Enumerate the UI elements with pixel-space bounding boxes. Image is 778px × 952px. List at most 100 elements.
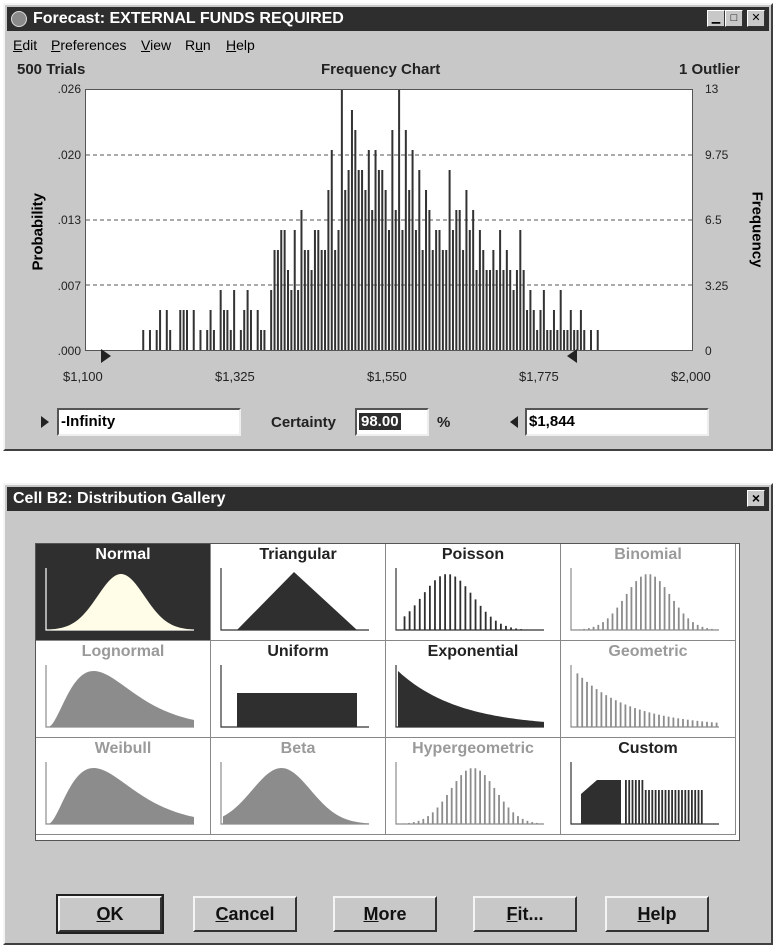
distribution-binomial[interactable]: Binomial — [561, 544, 736, 641]
frequency-bar — [276, 250, 279, 350]
distribution-bar — [701, 721, 704, 727]
distribution-bar — [489, 616, 492, 630]
distribution-bar — [662, 715, 665, 727]
close-icon[interactable]: ✕ — [747, 10, 765, 27]
distribution-bar — [428, 585, 431, 630]
distribution-shape — [48, 574, 194, 630]
app-icon[interactable] — [11, 11, 27, 27]
frequency-bar — [287, 270, 289, 350]
frequency-bar — [283, 230, 286, 350]
frequency-bar — [223, 310, 226, 350]
chart-title: Frequency Chart — [321, 61, 441, 78]
distribution-bar — [691, 790, 693, 824]
frequency-bar — [239, 330, 242, 350]
distribution-shape — [237, 572, 357, 630]
fit-button[interactable]: Fit... — [473, 896, 577, 932]
distribution-bar — [649, 574, 652, 630]
distribution-label: Binomial — [614, 546, 682, 563]
distribution-bar — [715, 722, 718, 727]
menu-help[interactable]: Help — [226, 37, 255, 53]
distribution-beta[interactable]: Beta — [211, 738, 386, 835]
help-button[interactable]: Help — [605, 896, 709, 932]
frequency-bar — [229, 330, 232, 350]
frequency-bar — [344, 190, 347, 350]
distribution-weibull[interactable]: Weibull — [36, 738, 211, 835]
distribution-geometric[interactable]: Geometric — [561, 641, 736, 738]
distribution-exponential[interactable]: Exponential — [386, 641, 561, 738]
distribution-bar — [450, 787, 453, 824]
distribution-label: Normal — [95, 546, 151, 563]
ok-button[interactable]: OK — [56, 894, 164, 934]
distribution-bar — [694, 790, 697, 824]
frequency-bar — [169, 330, 172, 350]
distribution-bar — [507, 807, 510, 824]
more-button[interactable]: More — [333, 896, 437, 932]
frequency-bar — [590, 330, 592, 350]
menu-preferences[interactable]: Preferences — [51, 37, 127, 53]
distribution-bar — [502, 801, 505, 824]
right-grabber-icon[interactable] — [567, 349, 577, 363]
gallery-titlebar[interactable]: Cell B2: Distribution Gallery × — [7, 487, 769, 511]
distribution-shape — [237, 693, 357, 727]
weibull-distribution-icon — [45, 762, 194, 825]
menu-edit[interactable]: Edit — [13, 37, 38, 53]
frequency-bar — [159, 310, 162, 350]
distribution-poisson[interactable]: Poisson — [386, 544, 561, 641]
distribution-lognormal[interactable]: Lognormal — [36, 641, 211, 738]
frequency-bar — [330, 150, 333, 350]
certainty-label: Certainty — [271, 414, 337, 431]
frequency-bar — [515, 270, 518, 350]
menu-view[interactable]: View — [141, 37, 172, 53]
menu-run[interactable]: Run — [185, 37, 211, 53]
minimize-icon[interactable]: ▁ — [707, 10, 725, 27]
right-range-input[interactable]: $1,844 — [525, 408, 709, 436]
distribution-bar — [498, 794, 500, 824]
frequency-bar — [297, 290, 300, 350]
distribution-bar — [658, 581, 661, 630]
forecast-titlebar[interactable]: Forecast: EXTERNAL FUNDS REQUIRED ▁ □ ✕ — [7, 7, 769, 31]
frequency-bar — [435, 230, 438, 350]
distribution-bar — [427, 816, 429, 824]
frequency-bar — [475, 270, 478, 350]
distribution-bar — [648, 790, 650, 824]
frequency-bar — [320, 250, 323, 350]
frequency-bar — [371, 210, 374, 350]
distribution-bar — [687, 618, 690, 630]
distribution-bar — [648, 712, 651, 727]
distribution-bar — [682, 719, 684, 727]
triangular-distribution-icon — [220, 568, 369, 631]
chart-canvas — [86, 90, 692, 350]
distribution-bar — [592, 626, 595, 630]
frequency-tick-label: 3.25 — [705, 278, 729, 293]
distribution-triangular[interactable]: Triangular — [211, 544, 386, 641]
custom-distribution-icon — [570, 762, 719, 825]
distribution-label: Poisson — [441, 546, 505, 563]
distribution-bar — [667, 790, 670, 824]
left-grabber-icon[interactable] — [101, 349, 111, 363]
frequency-bar — [364, 190, 367, 350]
distribution-bar — [668, 593, 671, 630]
distribution-bar — [483, 775, 486, 824]
distribution-custom[interactable]: Custom — [561, 738, 736, 835]
distribution-uniform[interactable]: Uniform — [211, 641, 386, 738]
frequency-bar — [361, 170, 364, 350]
maximize-icon[interactable]: □ — [725, 10, 743, 27]
distribution-bar — [621, 600, 623, 630]
distribution-bar — [635, 581, 638, 630]
left-range-input[interactable]: -Infinity — [57, 408, 241, 436]
frequency-bar — [404, 130, 407, 350]
frequency-bar — [307, 250, 310, 350]
cancel-button[interactable]: Cancel — [193, 896, 297, 932]
distribution-bar — [540, 823, 543, 824]
frequency-bar — [418, 170, 421, 350]
close-icon[interactable]: × — [747, 490, 765, 507]
frequency-chart[interactable] — [85, 89, 693, 351]
frequency-bar — [549, 330, 552, 350]
certainty-input[interactable]: 98.00 — [355, 408, 429, 436]
distribution-bar — [701, 626, 704, 630]
frequency-bar — [334, 250, 337, 350]
distribution-normal[interactable]: Normal — [36, 544, 211, 641]
frequency-bar — [489, 270, 491, 350]
distribution-hypergeometric[interactable]: Hypergeometric — [386, 738, 561, 835]
outlier-count: 1 Outlier — [679, 61, 740, 78]
